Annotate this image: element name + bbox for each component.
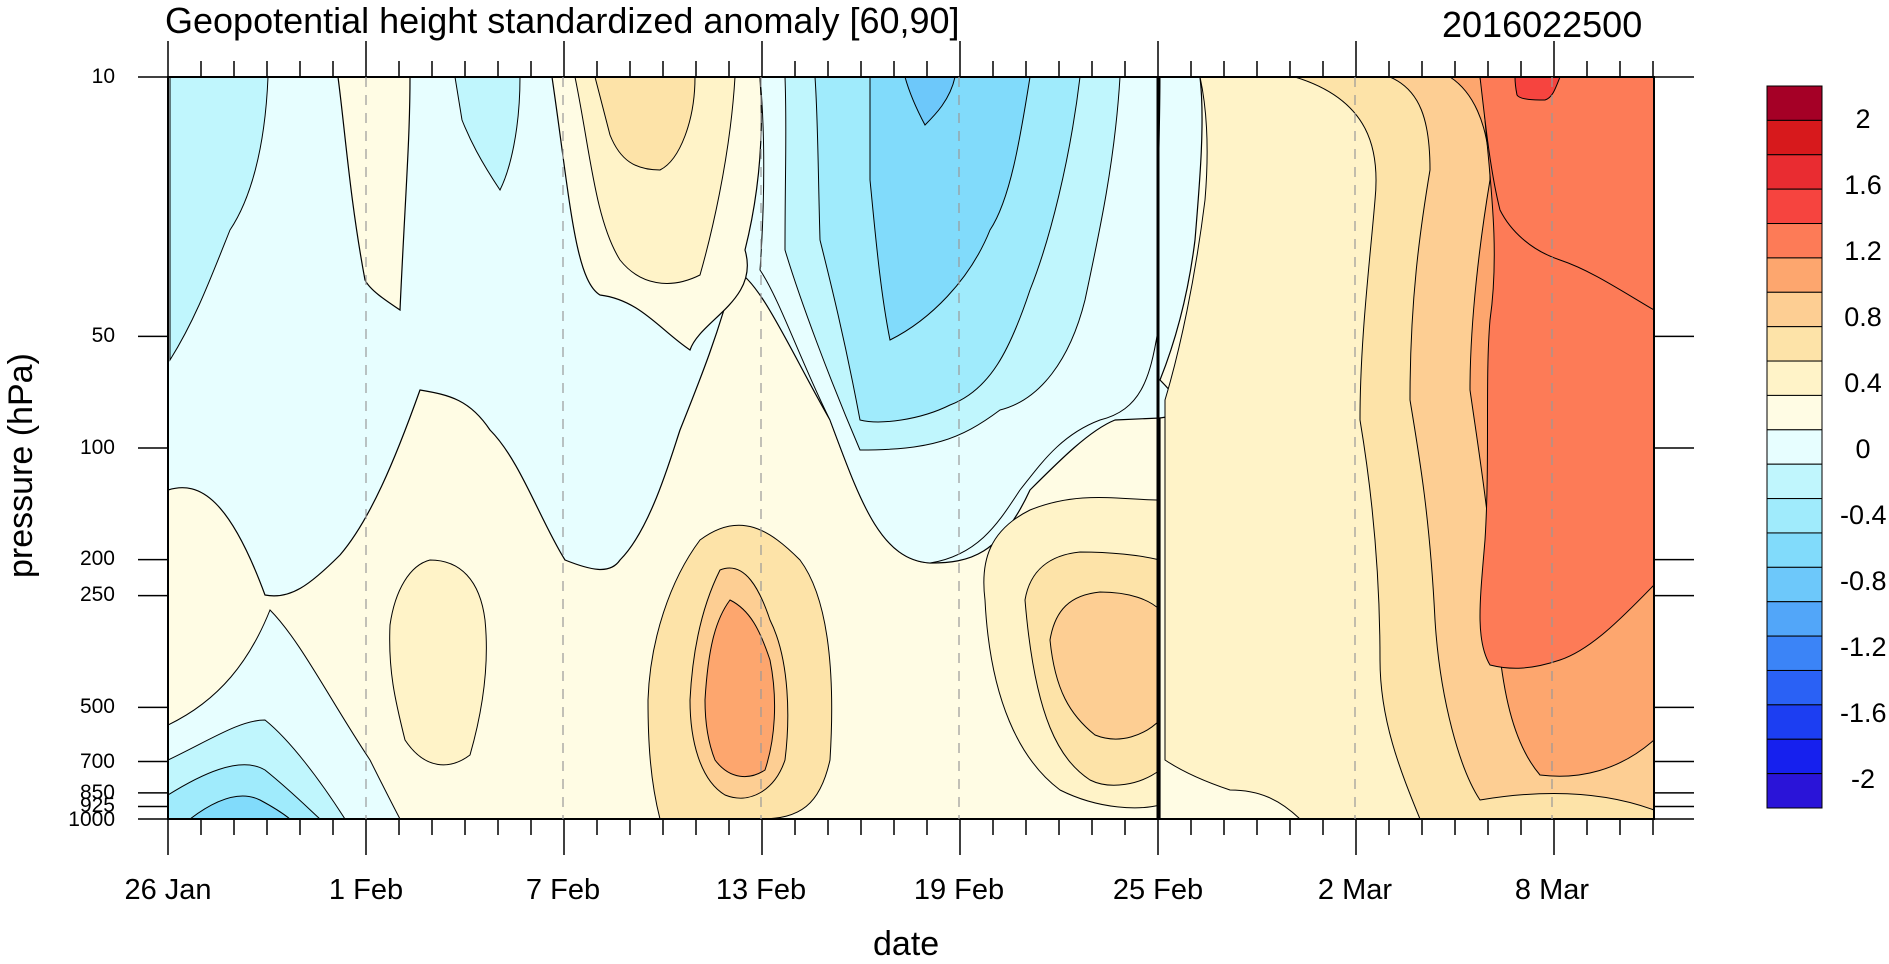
region-neg2-upper-mid <box>454 77 521 191</box>
colorbar-swatch <box>1766 119 1823 156</box>
colorbar-swatch <box>1766 188 1823 225</box>
x-minor-ticks-top <box>167 41 1654 77</box>
colorbar-swatch <box>1766 669 1823 706</box>
chart-title: Geopotential height standardized anomaly… <box>165 0 960 41</box>
date-gridlines <box>365 77 1553 819</box>
colorbar-label: -1.2 <box>1840 632 1887 662</box>
colorbar-swatch <box>1766 463 1823 500</box>
colorbar-swatch <box>1766 394 1823 431</box>
colorbar-label: 0.4 <box>1844 368 1882 398</box>
colorbar <box>1766 85 1823 809</box>
region-pos6-right-top <box>1479 77 1654 311</box>
colorbar-label: -0.8 <box>1840 566 1887 596</box>
colorbar-swatch <box>1766 154 1823 190</box>
colorbar-label: 0 <box>1855 434 1871 464</box>
colorbar-swatch <box>1766 326 1823 362</box>
xtick-label: 2 Mar <box>1317 874 1393 906</box>
xtick-label: 25 Feb <box>1112 874 1204 906</box>
xtick-label: 1 Feb <box>328 874 404 906</box>
region-neg3-lowleft <box>168 764 321 819</box>
y-axis-label: pressure (hPa) <box>2 353 40 578</box>
ytick-label: 700 <box>79 750 115 773</box>
colorbar-swatch <box>1766 738 1823 775</box>
colorbar-swatch <box>1766 704 1823 740</box>
ytick-label: 50 <box>91 324 115 347</box>
ytick-label: 925 <box>79 794 115 817</box>
contour-field <box>168 77 1654 819</box>
region-pos4-lowmid-b <box>704 599 776 778</box>
y-ticks <box>138 76 1694 820</box>
colorbar-swatch <box>1766 360 1823 396</box>
colorbar-label: -1.6 <box>1840 698 1887 728</box>
colorbar-swatch <box>1766 257 1823 293</box>
ytick-label: 500 <box>79 695 115 718</box>
ytick-label: 1000 <box>68 808 115 831</box>
ytick-label: 250 <box>79 583 115 606</box>
ytick-label: 200 <box>79 547 115 570</box>
colorbar-swatch <box>1766 223 1823 259</box>
colorbar-label: -0.4 <box>1840 500 1887 530</box>
ytick-label: 850 <box>79 781 115 804</box>
colorbar-swatch <box>1766 532 1823 568</box>
colorbar-label: 2 <box>1855 104 1871 134</box>
colorbar-swatch <box>1766 773 1823 809</box>
region-pos7-right <box>1514 77 1561 101</box>
region-neg2-upperleft <box>169 77 269 362</box>
ytick-label: 100 <box>79 436 115 459</box>
region-neg5-center <box>904 77 956 126</box>
xtick-label: 26 Jan <box>124 874 212 906</box>
x-axis-label: date <box>873 925 940 963</box>
colorbar-label: 1.6 <box>1844 170 1882 200</box>
xtick-label: 7 Feb <box>525 874 601 906</box>
colorbar-swatch <box>1766 601 1823 637</box>
colorbar-swatch <box>1766 566 1823 603</box>
region-pos4-right-center <box>1049 591 1161 740</box>
colorbar-label: 0.8 <box>1844 302 1882 332</box>
date-stamp: 2016022500 <box>1442 4 1643 45</box>
x-minor-ticks-bottom <box>167 819 1654 855</box>
colorbar-swatch <box>1766 498 1823 534</box>
xtick-label: 19 Feb <box>913 874 1005 906</box>
colorbar-label: -2 <box>1850 764 1875 794</box>
colorbar-swatch <box>1766 291 1823 328</box>
xtick-label: 13 Feb <box>715 874 807 906</box>
colorbar-label: 1.2 <box>1844 236 1882 266</box>
xtick-label: 8 Mar <box>1514 874 1590 906</box>
region-pos2-lowmid-a <box>389 559 487 766</box>
colorbar-swatch <box>1766 85 1823 121</box>
region-neg4-lowleft <box>189 795 291 819</box>
colorbar-swatch <box>1766 429 1823 465</box>
region-pos1-top-a <box>337 77 411 312</box>
colorbar-swatch <box>1766 635 1823 671</box>
region-pos3-upper <box>594 77 696 171</box>
region-neg4-center <box>869 77 1031 341</box>
ytick-label: 10 <box>91 65 115 88</box>
